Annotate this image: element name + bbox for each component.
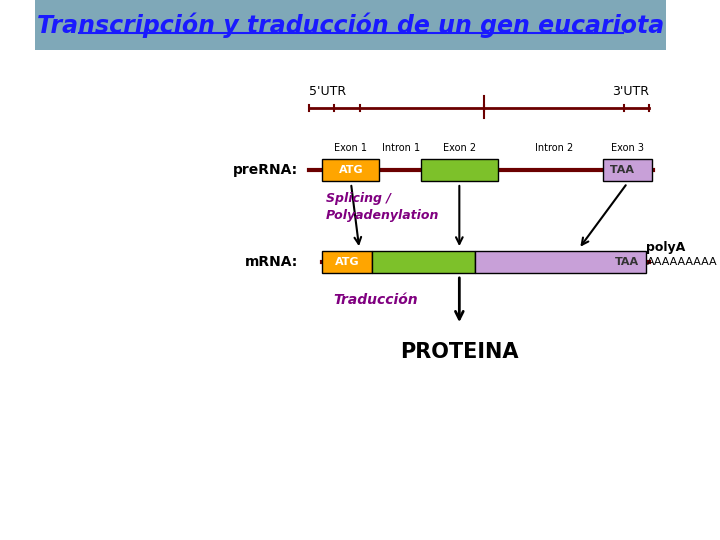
Text: ATG: ATG xyxy=(338,165,364,175)
Text: ATG: ATG xyxy=(335,257,360,267)
FancyBboxPatch shape xyxy=(420,159,498,181)
FancyBboxPatch shape xyxy=(475,251,647,273)
Text: Intron 2: Intron 2 xyxy=(535,143,573,153)
FancyBboxPatch shape xyxy=(323,159,379,181)
Text: Splicing /
Polyadenylation: Splicing / Polyadenylation xyxy=(326,192,439,222)
Text: PROTEINA: PROTEINA xyxy=(400,342,518,362)
FancyBboxPatch shape xyxy=(323,251,372,273)
Text: Transcripción y traducción de un gen eucariota: Transcripción y traducción de un gen euc… xyxy=(37,12,664,38)
Text: 5'UTR: 5'UTR xyxy=(310,85,346,98)
Text: Exon 2: Exon 2 xyxy=(443,143,476,153)
Text: Traducción: Traducción xyxy=(333,293,418,307)
Text: Exon 3: Exon 3 xyxy=(611,143,644,153)
Text: polyA: polyA xyxy=(647,241,685,254)
Text: TAA: TAA xyxy=(615,257,639,267)
Text: Intron 1: Intron 1 xyxy=(382,143,420,153)
Text: mRNA:: mRNA: xyxy=(245,255,298,269)
FancyBboxPatch shape xyxy=(603,159,652,181)
Text: preRNA:: preRNA: xyxy=(233,163,298,177)
Text: 3'UTR: 3'UTR xyxy=(612,85,649,98)
Text: AAAAAAAAA: AAAAAAAAA xyxy=(647,257,718,267)
FancyBboxPatch shape xyxy=(35,0,667,50)
FancyBboxPatch shape xyxy=(372,251,475,273)
Text: Exon 1: Exon 1 xyxy=(335,143,367,153)
Text: TAA: TAA xyxy=(606,165,634,175)
